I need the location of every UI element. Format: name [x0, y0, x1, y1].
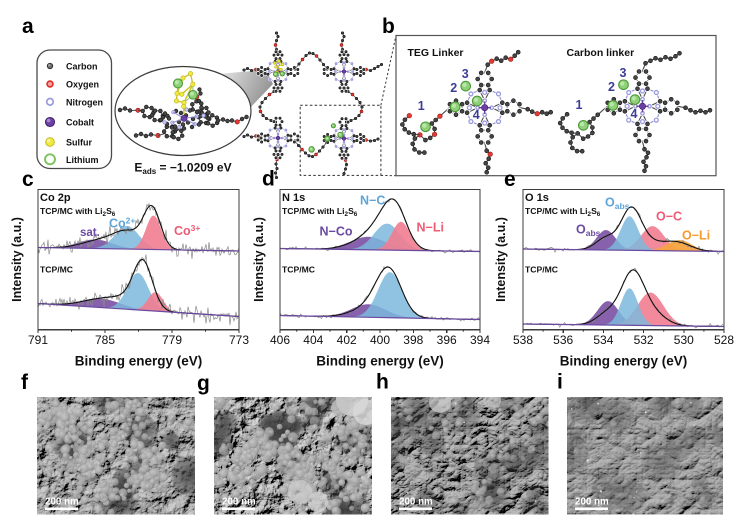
- svg-text:536: 536: [553, 333, 573, 347]
- svg-text:TCP/MC: TCP/MC: [525, 264, 558, 274]
- svg-text:h: h: [376, 371, 389, 394]
- svg-text:Nitrogen: Nitrogen: [66, 97, 103, 107]
- svg-text:1: 1: [418, 99, 425, 113]
- svg-text:404: 404: [303, 333, 323, 347]
- svg-text:1: 1: [576, 98, 583, 112]
- svg-text:TEG Linker: TEG Linker: [408, 47, 464, 59]
- svg-text:2: 2: [608, 80, 615, 94]
- svg-text:200 nm: 200 nm: [222, 497, 256, 508]
- svg-text:g: g: [197, 372, 210, 395]
- svg-text:TCP/MC with Li2S6: TCP/MC with Li2S6: [40, 206, 116, 218]
- svg-text:200 nm: 200 nm: [575, 497, 609, 508]
- svg-text:Binding energy (eV): Binding energy (eV): [316, 353, 444, 368]
- svg-text:2: 2: [450, 81, 457, 95]
- svg-text:N−C: N−C: [360, 194, 385, 208]
- svg-text:Oxygen: Oxygen: [66, 80, 99, 90]
- svg-text:Binding energy (eV): Binding energy (eV): [75, 353, 203, 368]
- svg-text:4: 4: [631, 107, 638, 121]
- svg-text:O 1s: O 1s: [525, 192, 549, 204]
- svg-text:785: 785: [95, 333, 115, 347]
- svg-text:a: a: [22, 15, 34, 38]
- svg-text:TCP/MC with Li2S6: TCP/MC with Li2S6: [282, 206, 358, 218]
- svg-text:773: 773: [229, 333, 249, 347]
- svg-text:534: 534: [593, 333, 613, 347]
- svg-text:402: 402: [337, 333, 357, 347]
- svg-text:396: 396: [437, 333, 457, 347]
- svg-text:394: 394: [470, 333, 490, 347]
- svg-text:TCP/MC: TCP/MC: [40, 264, 73, 274]
- svg-text:Carbon: Carbon: [66, 62, 98, 72]
- svg-text:528: 528: [714, 333, 734, 347]
- svg-text:Co 2p: Co 2p: [40, 192, 71, 204]
- svg-text:O−Li: O−Li: [682, 229, 710, 243]
- svg-text:N 1s: N 1s: [282, 192, 305, 204]
- svg-text:d: d: [262, 168, 275, 191]
- svg-text:N−Li: N−Li: [417, 221, 444, 235]
- svg-text:Binding energy (eV): Binding energy (eV): [560, 353, 688, 368]
- svg-text:Sulfur: Sulfur: [66, 138, 92, 148]
- svg-text:3: 3: [462, 67, 469, 81]
- svg-text:Intensity (a.u.): Intensity (a.u.): [252, 217, 266, 302]
- svg-text:530: 530: [674, 333, 694, 347]
- svg-text:200 nm: 200 nm: [45, 497, 79, 508]
- svg-text:406: 406: [270, 333, 290, 347]
- svg-text:3: 3: [620, 66, 627, 80]
- svg-text:TCP/MC with Li2S6: TCP/MC with Li2S6: [525, 206, 601, 218]
- svg-text:400: 400: [370, 333, 390, 347]
- svg-text:f: f: [21, 371, 29, 394]
- svg-text:200 nm: 200 nm: [399, 497, 433, 508]
- svg-text:sat.: sat.: [80, 227, 100, 239]
- svg-text:4: 4: [473, 108, 480, 122]
- svg-text:N−Co: N−Co: [320, 225, 353, 239]
- svg-text:779: 779: [162, 333, 182, 347]
- svg-text:398: 398: [403, 333, 423, 347]
- svg-text:532: 532: [634, 333, 654, 347]
- svg-text:i: i: [557, 371, 563, 394]
- svg-text:e: e: [504, 168, 516, 191]
- svg-text:b: b: [382, 15, 395, 38]
- svg-text:Carbon linker: Carbon linker: [567, 47, 635, 59]
- svg-text:O−C: O−C: [656, 210, 682, 224]
- svg-text:791: 791: [28, 333, 48, 347]
- svg-text:538: 538: [513, 333, 533, 347]
- svg-text:Cobalt: Cobalt: [66, 118, 94, 128]
- svg-text:Intensity (a.u.): Intensity (a.u.): [10, 217, 24, 302]
- svg-text:TCP/MC: TCP/MC: [282, 264, 315, 274]
- svg-text:c: c: [22, 168, 34, 191]
- svg-text:Intensity (a.u.): Intensity (a.u.): [494, 217, 508, 302]
- svg-text:Lithium: Lithium: [66, 155, 99, 165]
- svg-text:Eads = −1.0209 eV: Eads = −1.0209 eV: [134, 161, 231, 177]
